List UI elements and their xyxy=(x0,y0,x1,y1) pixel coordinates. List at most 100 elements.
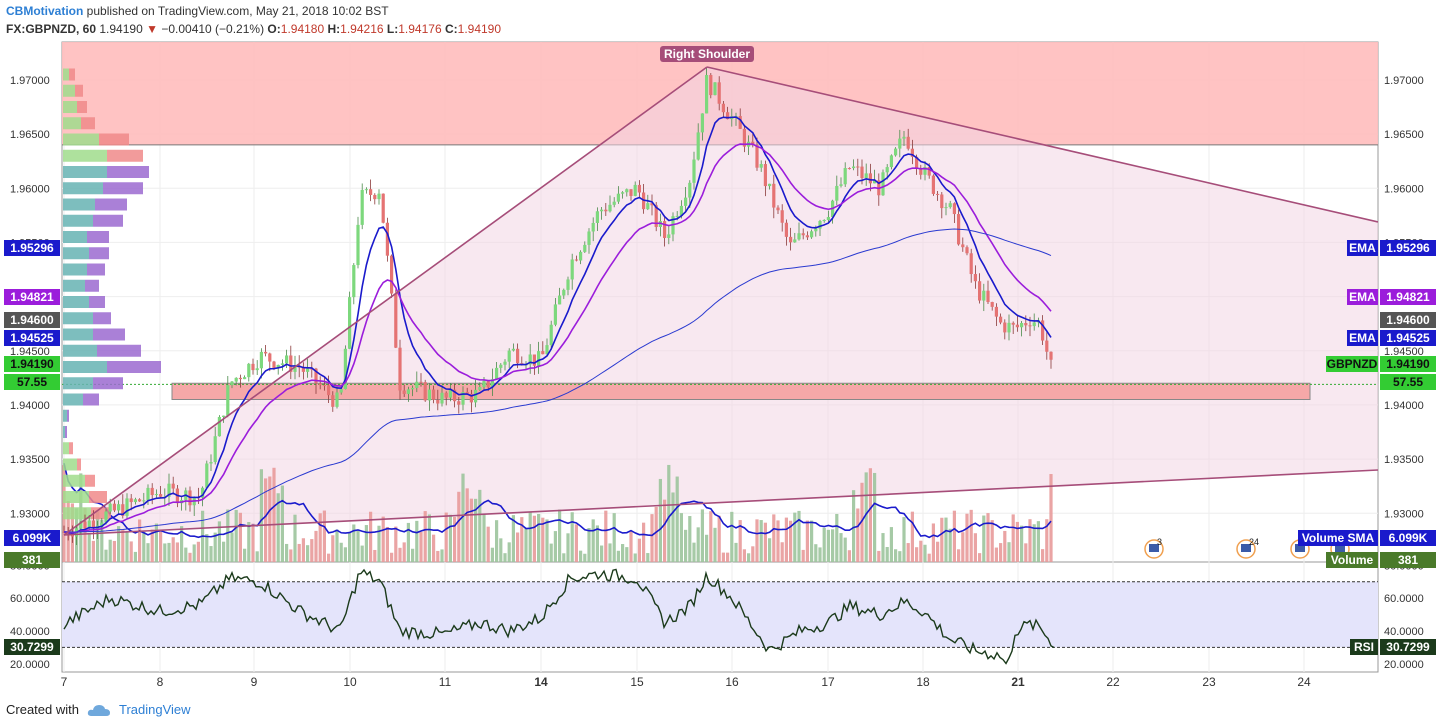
profile-bar-up xyxy=(63,491,89,503)
candle xyxy=(1003,319,1007,340)
volume-bar xyxy=(377,525,381,562)
series-name-tag: Volume xyxy=(1331,553,1374,567)
candle xyxy=(625,188,629,197)
candle xyxy=(570,253,574,290)
candle xyxy=(856,158,860,177)
candle-body xyxy=(789,236,793,243)
volume-bar xyxy=(759,520,763,562)
candle-body xyxy=(444,392,448,398)
volume-bar xyxy=(457,491,461,562)
volume-bar xyxy=(831,529,835,562)
candle xyxy=(969,248,973,283)
tradingview-link[interactable]: TradingView xyxy=(118,702,191,717)
candle-body xyxy=(583,244,587,252)
candle xyxy=(251,358,255,375)
volume-bar xyxy=(394,526,398,562)
candle-body xyxy=(633,184,637,196)
candle-body xyxy=(566,279,570,290)
series-name-tag: GBPNZD xyxy=(1327,357,1378,371)
profile-bar-up xyxy=(63,263,87,276)
volume-bar xyxy=(100,519,104,562)
candle xyxy=(360,183,364,230)
volume-bar xyxy=(117,526,121,562)
volume-bar xyxy=(415,520,419,562)
right-price-tag-bg xyxy=(1380,289,1436,305)
volume-bar xyxy=(818,547,822,562)
candle-body xyxy=(205,463,209,488)
volume-bar xyxy=(852,490,856,562)
volume-bar xyxy=(507,542,511,562)
candle-body xyxy=(100,522,104,526)
candle xyxy=(133,497,137,505)
profile-bar-down xyxy=(107,361,161,373)
candle-body xyxy=(222,415,226,417)
candle xyxy=(411,385,415,397)
open-value: 1.94180 xyxy=(280,22,325,36)
candle xyxy=(364,187,368,194)
right-price-tag-bg xyxy=(1380,552,1436,568)
candle-body xyxy=(159,494,163,497)
volume-bar xyxy=(885,547,889,562)
candle xyxy=(230,380,234,389)
volume-bar xyxy=(982,515,986,562)
candle-body xyxy=(948,203,952,208)
candle xyxy=(226,376,230,418)
candle-body xyxy=(117,504,121,511)
author-name[interactable]: CBMotivation xyxy=(6,4,84,18)
volume-bar xyxy=(944,517,948,562)
volume-bar xyxy=(965,513,969,562)
volume-bar xyxy=(755,519,759,562)
volume-bar xyxy=(327,553,331,562)
candle-body xyxy=(700,113,704,133)
volume-bar xyxy=(1041,549,1045,562)
candle-body xyxy=(1041,320,1045,341)
candle-body xyxy=(667,234,671,238)
candle xyxy=(1007,314,1011,341)
candle-body xyxy=(495,367,499,380)
volume-bar xyxy=(108,539,112,562)
volume-bar xyxy=(877,550,881,562)
profile-bar-up xyxy=(63,101,77,113)
candle-body xyxy=(999,316,1003,323)
volume-bar xyxy=(167,542,171,562)
volume-bar xyxy=(1024,543,1028,562)
volume-bar xyxy=(373,549,377,562)
y-tick-right: 1.97000 xyxy=(1384,75,1424,87)
candle-body xyxy=(251,363,255,371)
rsi-value-tag-left: 30.7299 xyxy=(10,640,54,654)
candle xyxy=(440,385,444,407)
volume-bar xyxy=(276,493,280,562)
volume-bar xyxy=(1049,474,1053,562)
right-price-tag-bg xyxy=(1380,330,1436,346)
volume-bar xyxy=(209,546,213,562)
candle xyxy=(940,192,944,219)
x-tick: 22 xyxy=(1106,675,1120,689)
volume-bar xyxy=(705,534,709,562)
candle xyxy=(713,82,717,96)
candle xyxy=(453,383,457,408)
candle-body xyxy=(692,159,696,183)
footer: Created with TradingView xyxy=(6,702,191,717)
candle xyxy=(608,195,612,213)
candle xyxy=(583,241,587,253)
rsi-tick-left: 40.0000 xyxy=(10,626,50,638)
volume-bar xyxy=(188,552,192,562)
profile-bar-down xyxy=(87,231,109,243)
profile-bar-up xyxy=(63,133,99,146)
right-price-tag: 6.099K xyxy=(1389,531,1428,545)
candle-body xyxy=(621,192,625,194)
candle xyxy=(873,169,877,184)
candle xyxy=(495,362,499,380)
left-price-tag: 1.94600 xyxy=(10,313,54,327)
volume-bar xyxy=(587,528,591,562)
volume-bar xyxy=(503,553,507,562)
volume-bar xyxy=(495,520,499,562)
candle-body xyxy=(306,368,310,372)
candle-body xyxy=(87,520,91,529)
volume-bar xyxy=(671,492,675,562)
price-chart[interactable]: Right Shoulder 32484 1.970001.970001.965… xyxy=(0,0,1440,700)
event-flag-count: 24 xyxy=(1249,537,1259,547)
candle xyxy=(474,379,478,408)
right-price-tag: 1.95296 xyxy=(1386,241,1430,255)
candle-body xyxy=(604,209,608,212)
